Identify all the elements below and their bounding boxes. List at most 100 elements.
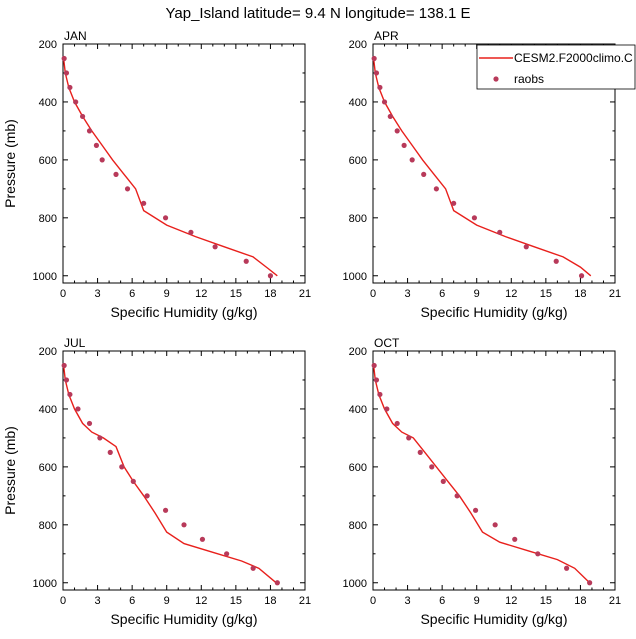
- raobs-point: [243, 258, 249, 264]
- y-tick-label: 600: [39, 462, 57, 474]
- raobs-point: [67, 84, 73, 91]
- model-line: [62, 365, 277, 584]
- y-tick-label: 600: [349, 155, 367, 167]
- x-tick-label: 3: [95, 288, 101, 300]
- x-tick-label: 9: [474, 595, 480, 607]
- figure-title: Yap_Island latitude= 9.4 N longitude= 13…: [166, 5, 471, 22]
- legend-label-model: CESM2.F2000climo.C: [514, 51, 633, 65]
- y-tick-label: 1000: [343, 271, 367, 283]
- x-tick-label: 21: [609, 595, 621, 607]
- raobs-point: [492, 522, 498, 528]
- y-tick-label: 400: [349, 404, 367, 416]
- raobs-point: [93, 142, 100, 148]
- raobs-point: [274, 580, 280, 586]
- raobs-point: [67, 391, 73, 398]
- x-tick-label: 15: [230, 288, 242, 300]
- raobs-point: [377, 391, 383, 398]
- raobs-point: [99, 157, 105, 163]
- x-tick-label: 21: [299, 288, 311, 300]
- raobs-point: [63, 70, 70, 76]
- legend-box: [476, 44, 636, 90]
- raobs-point: [406, 435, 412, 441]
- raobs-point: [181, 522, 187, 528]
- x-tick-label: 12: [505, 595, 517, 607]
- raobs-point: [394, 420, 400, 427]
- legend: CESM2.F2000climo.C raobs: [476, 44, 636, 90]
- raobs-point: [267, 273, 274, 279]
- raobs-point: [535, 551, 541, 557]
- raobs-point: [512, 536, 518, 542]
- panel-jul: JUL 0 3 6 9 12 15 18 21 200 400 600 800 1000 Specific …: [2, 336, 311, 627]
- x-tick-label: 9: [164, 595, 170, 607]
- x-tick-label: 18: [574, 595, 586, 607]
- y-tick-label: 1000: [33, 578, 57, 590]
- raobs-point: [384, 406, 390, 412]
- raobs-point: [113, 171, 119, 177]
- x-tick-label: 0: [370, 288, 376, 300]
- y-tick-label: 400: [349, 97, 367, 109]
- raobs-point: [75, 406, 81, 412]
- raobs-point: [63, 377, 70, 383]
- raobs-point: [188, 229, 194, 235]
- x-tick-label: 18: [574, 288, 586, 300]
- x-tick-label: 12: [195, 288, 207, 300]
- plot-frame: [62, 350, 306, 591]
- raobs-point: [433, 186, 439, 192]
- raobs-point: [371, 362, 377, 369]
- y-tick-label: 800: [349, 520, 367, 532]
- raobs-point: [141, 200, 147, 206]
- y-tick-label: 800: [39, 520, 57, 532]
- raobs-point: [124, 186, 131, 192]
- raobs-point: [401, 142, 407, 148]
- panel-apr: APR 0 3 6 9 12 15 18 21 200 400 600 800 1000 Specific …: [343, 29, 622, 320]
- raobs-point: [144, 493, 150, 499]
- x-tick-label: 6: [439, 595, 445, 607]
- y-tick-label: 1000: [33, 271, 57, 283]
- y-tick-label: 200: [39, 346, 57, 358]
- y-tick-label: 600: [349, 462, 367, 474]
- raobs-point: [107, 449, 113, 455]
- model-line: [372, 58, 592, 277]
- panel-label: APR: [374, 29, 399, 43]
- raobs-point: [373, 70, 380, 76]
- y-tick-label: 400: [39, 404, 57, 416]
- x-axis-label: Specific Humidity (g/kg): [420, 611, 567, 627]
- raobs-point: [394, 128, 400, 134]
- plot-frame: [372, 43, 616, 284]
- panel-label: OCT: [374, 336, 400, 350]
- panel-oct: OCT 0 3 6 9 12 15 18 21 200 400 600 800 1000 Specific …: [343, 336, 622, 627]
- legend-label-raobs: raobs: [514, 72, 544, 86]
- raobs-point: [373, 377, 380, 383]
- panel-label: JUL: [64, 336, 86, 350]
- raobs-point: [162, 215, 169, 221]
- raobs-point: [377, 84, 383, 91]
- y-tick-label: 200: [349, 346, 367, 358]
- raobs-point: [162, 507, 169, 513]
- x-tick-label: 6: [129, 595, 135, 607]
- y-tick-label: 800: [39, 213, 57, 225]
- x-tick-label: 6: [129, 288, 135, 300]
- x-tick-label: 3: [405, 595, 411, 607]
- raobs-point: [224, 551, 230, 557]
- y-tick-label: 1000: [343, 578, 367, 590]
- x-tick-label: 21: [609, 288, 621, 300]
- raobs-point: [523, 244, 529, 250]
- raobs-point: [440, 478, 446, 484]
- raobs-point: [86, 420, 93, 427]
- raobs-point: [61, 55, 67, 62]
- raobs-point: [472, 507, 479, 513]
- raobs-point: [119, 464, 125, 470]
- model-line: [62, 58, 278, 277]
- raobs-point: [86, 128, 93, 134]
- raobs-point: [429, 464, 435, 470]
- x-tick-label: 15: [230, 595, 242, 607]
- raobs-point: [454, 493, 460, 499]
- raobs-point: [250, 565, 256, 571]
- x-tick-label: 12: [505, 288, 517, 300]
- y-tick-label: 800: [349, 213, 367, 225]
- x-axis-label: Specific Humidity (g/kg): [110, 304, 257, 320]
- y-tick-label: 200: [39, 39, 57, 51]
- raobs-point: [497, 229, 503, 235]
- panel-label: JAN: [64, 29, 87, 43]
